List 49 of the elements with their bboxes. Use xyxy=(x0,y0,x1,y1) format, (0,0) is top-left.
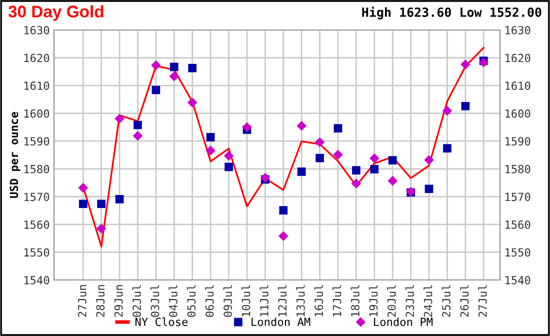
x-tick-label: 26Jul xyxy=(460,285,469,317)
x-tick-label: 10Jul xyxy=(242,285,250,316)
y-axis-title: USD per ounce xyxy=(10,112,20,198)
legend-label: NY Close xyxy=(135,317,188,326)
y-tick-label: 1600 xyxy=(24,109,50,118)
x-tick-label: 19Jul xyxy=(368,285,378,316)
x-tick-label: 23Jul xyxy=(405,285,414,317)
y2-tick-label: 1610 xyxy=(506,82,530,90)
x-tick-label: 13Jul xyxy=(296,285,305,316)
x-tick-label: 02Jul xyxy=(132,285,141,317)
y-tick-label: 1560 xyxy=(24,220,50,229)
x-tick-label: 25Jul xyxy=(442,285,450,317)
x-tick-label: 04Jul xyxy=(168,285,178,317)
y2-tick-label: 1580 xyxy=(506,164,530,174)
x-tick-label: 03Jul xyxy=(150,285,160,317)
y-tick-label: 1550 xyxy=(24,248,50,257)
x-tick-label: 27Jun xyxy=(78,285,86,317)
y2-tick-label: 1620 xyxy=(506,54,530,62)
y-tick-label: 1610 xyxy=(24,82,50,90)
y2-tick-label: 1570 xyxy=(506,192,530,202)
x-tick-label: 05Jul xyxy=(186,285,196,317)
y-tick-label: 1570 xyxy=(24,192,50,202)
x-tick-label: 20Jul xyxy=(387,285,396,317)
y-tick-label: 1620 xyxy=(24,54,50,62)
legend-label: London PM xyxy=(374,317,433,326)
y-tick-label: 1630 xyxy=(24,26,50,34)
y-tick-label: 1580 xyxy=(24,164,50,174)
y-tick-label: 1540 xyxy=(24,276,50,284)
x-tick-label: 12Jul xyxy=(278,285,287,316)
y2-tick-label: 1630 xyxy=(506,26,530,34)
y-tick-label: 1590 xyxy=(24,137,50,146)
y2-tick-label: 1560 xyxy=(506,220,530,229)
text: High 1623.60 Low 1552.00 xyxy=(362,6,542,20)
x-tick-label: 11Jul xyxy=(260,285,268,316)
x-tick-label: 18Jul xyxy=(350,285,360,316)
x-tick-label: 17Jul xyxy=(332,285,342,316)
legend-label: London AM xyxy=(252,317,310,326)
x-tick-label: 28Jun xyxy=(96,285,105,317)
y2-tick-label: 1600 xyxy=(506,109,530,118)
x-tick-label: 24Jul xyxy=(424,285,432,317)
x-tick-label: 06Jul xyxy=(205,285,214,317)
y2-tick-label: 1540 xyxy=(506,276,530,284)
y2-tick-label: 1590 xyxy=(506,137,530,146)
y2-tick-label: 1550 xyxy=(506,248,530,257)
x-tick-label: 27Jul xyxy=(478,285,487,317)
x-tick-label: 09Jul xyxy=(223,285,232,317)
x-tick-label: 29Jun xyxy=(114,285,123,317)
chart-title: 30 Day Gold xyxy=(8,5,104,21)
x-tick-label: 16Jul xyxy=(314,285,324,316)
